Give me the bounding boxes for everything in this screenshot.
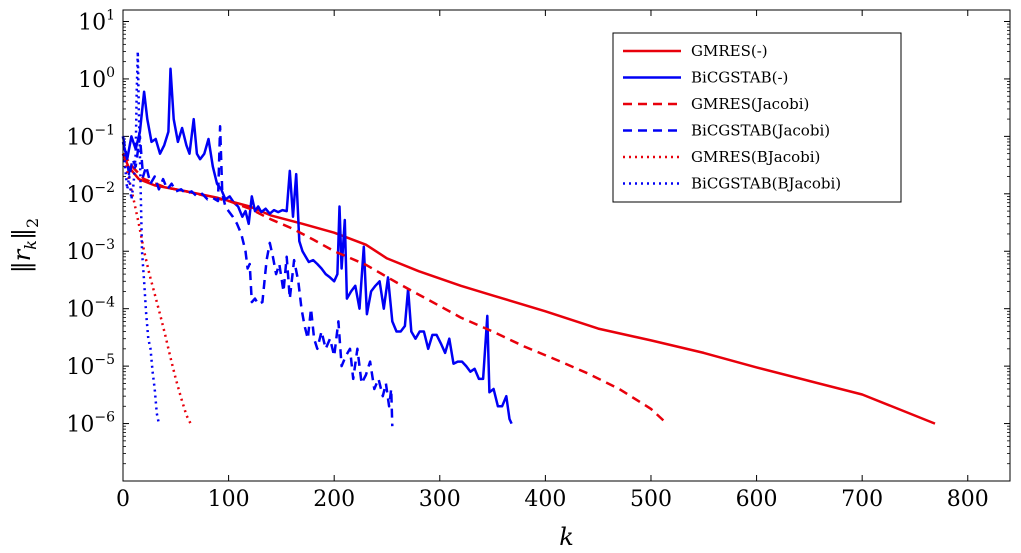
y-tick-label: 10−6 <box>66 410 115 438</box>
y-tick-label: 10−5 <box>66 352 115 380</box>
x-tick-label: 800 <box>947 487 989 512</box>
y-axis-label-text: ‖rk‖2 <box>8 218 42 273</box>
legend: GMRES(-) BiCGSTAB(-) GMRES(Jacobi) BiCGSTAB… <box>612 32 902 203</box>
x-axis-label: k <box>559 523 574 551</box>
series-line-bicgstab <box>121 67 513 425</box>
x-tick-label: 200 <box>313 487 355 512</box>
x-tick-label: 600 <box>736 487 778 512</box>
series-line-bicgstab-jacobi <box>121 125 394 427</box>
plot-series <box>121 50 936 427</box>
legend-label: GMRES(-) <box>691 42 768 60</box>
y-tick-label: 10−1 <box>66 122 115 150</box>
x-tick-label: 100 <box>208 487 250 512</box>
x-tick-label: 400 <box>524 487 566 512</box>
plot-frame <box>122 9 1011 482</box>
y-tick-label: 100 <box>78 65 115 93</box>
legend-label: BiCGSTAB(Jacobi) <box>691 122 830 140</box>
y-tick-label: 10−3 <box>66 237 115 265</box>
legend-label: BiCGSTAB(BJacobi) <box>691 175 841 193</box>
legend-box <box>612 32 902 203</box>
y-tick-label: 10−2 <box>66 180 115 208</box>
y-tick-label: 101 <box>78 7 115 35</box>
tick-labels: 0 100 200 300 400 500 600 700 800 101 100 10−1 10−2 1… <box>66 7 988 512</box>
x-tick-label: 700 <box>841 487 883 512</box>
series-line-gmres-jacobi <box>121 152 668 425</box>
legend-label: GMRES(BJacobi) <box>691 148 820 166</box>
y-axis-label: ‖rk‖2 <box>8 218 42 273</box>
x-tick-label: 300 <box>419 487 461 512</box>
x-tick-label: 500 <box>630 487 672 512</box>
y-tick-label: 10−4 <box>66 295 115 323</box>
legend-label: GMRES(Jacobi) <box>691 95 809 113</box>
x-tick-label: 0 <box>116 487 130 512</box>
legend-label: BiCGSTAB(-) <box>691 69 788 87</box>
series-line-gmres-bjacobi <box>121 153 192 425</box>
